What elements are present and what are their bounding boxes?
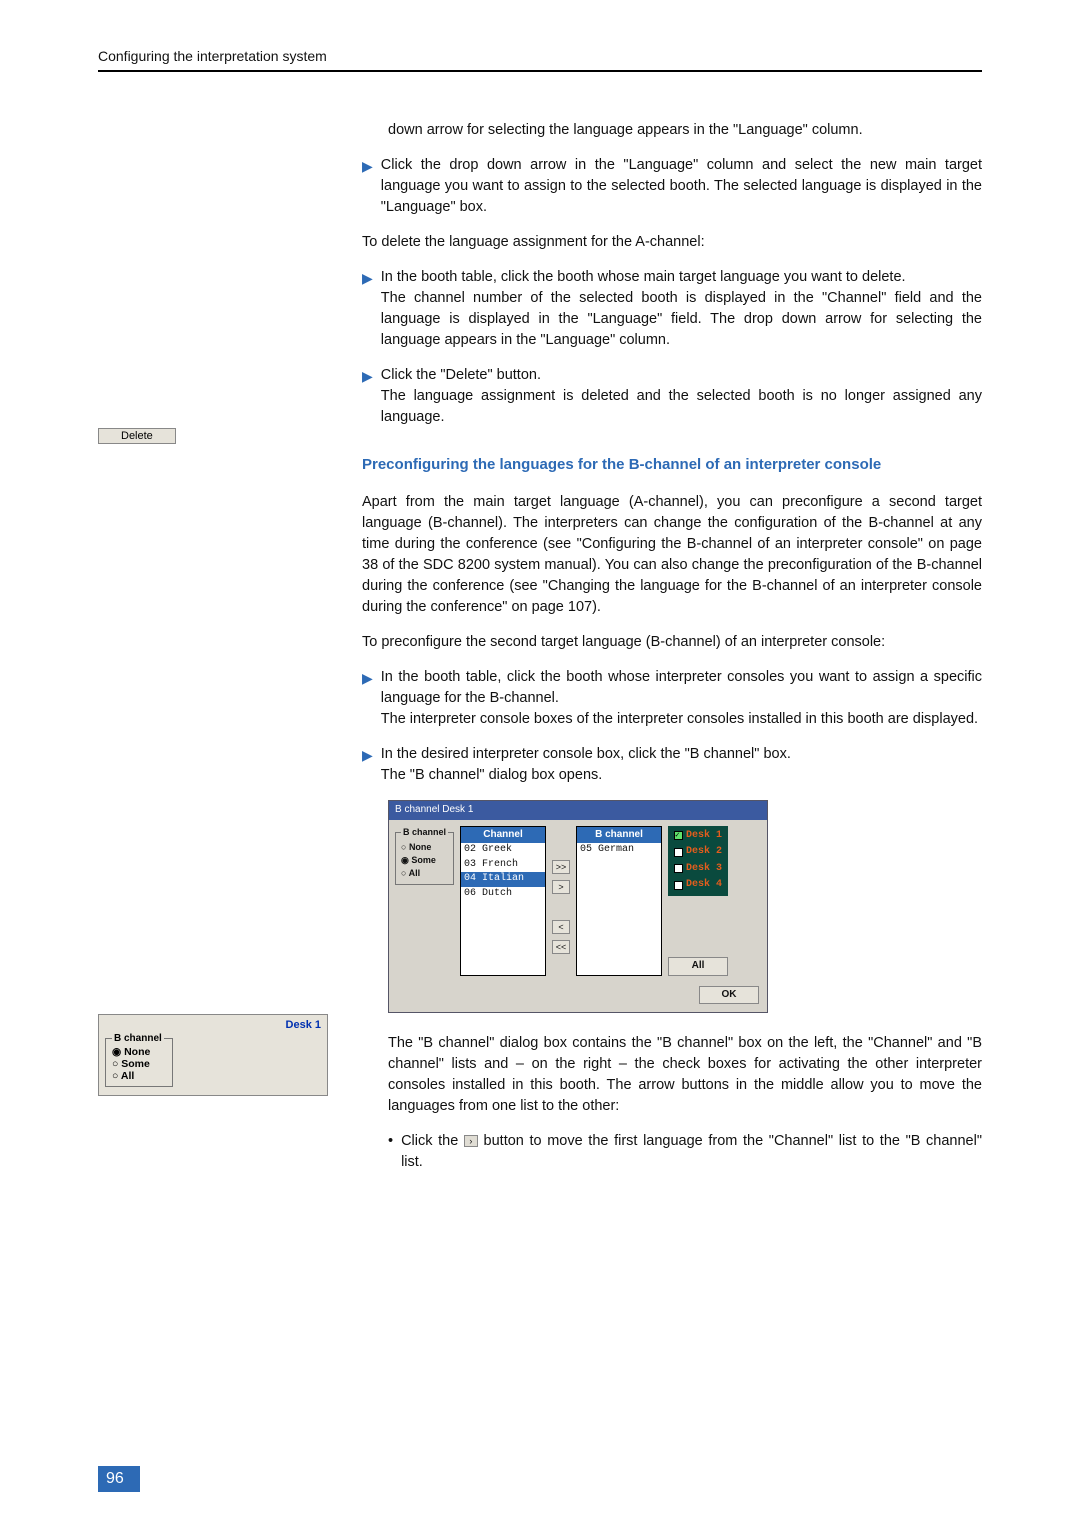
paragraph: To preconfigure the second target langua… <box>362 632 982 653</box>
delete-button-graphic: Delete <box>98 426 344 444</box>
list-item[interactable]: 03 French <box>461 858 545 873</box>
radio-none[interactable]: ◉ None <box>112 1046 166 1058</box>
step-text: In the desired interpreter console box, … <box>381 744 791 786</box>
bchannel-dialog: B channel Desk 1 B channel ○ None ◉ Some… <box>388 800 768 1013</box>
list-item[interactable]: 05 German <box>577 843 661 858</box>
bchannel-group-label: B channel <box>112 1033 164 1044</box>
all-button[interactable]: All <box>668 957 728 976</box>
step-text: Click the drop down arrow in the "Langua… <box>381 155 982 218</box>
bullet-text: Click the › button to move the first lan… <box>401 1131 982 1173</box>
step-text: In the booth table, click the booth whos… <box>381 267 982 351</box>
step-arrow-icon: ▶ <box>362 156 373 218</box>
bchannel-margin-box: Desk 1 B channel ◉ None ○ Some ○ All <box>98 1014 328 1096</box>
channel-list-header: Channel <box>461 827 545 844</box>
dialog-bchannel-group: B channel ○ None ◉ Some ○ All <box>395 826 454 885</box>
move-right-button[interactable]: > <box>552 880 570 894</box>
dialog-radio-none[interactable]: ○ None <box>401 841 448 854</box>
step-arrow-icon: ▶ <box>362 366 373 428</box>
list-item[interactable]: 06 Dutch <box>461 887 545 902</box>
channel-listbox[interactable]: Channel 02 Greek 03 French 04 Italian 06… <box>460 826 546 976</box>
page-number: 96 <box>98 1466 140 1492</box>
main-text-column: down arrow for selecting the language ap… <box>362 120 982 1187</box>
radio-all[interactable]: ○ All <box>112 1070 166 1082</box>
subheading: Preconfiguring the languages for the B-c… <box>362 454 982 476</box>
radio-some[interactable]: ○ Some <box>112 1058 166 1070</box>
left-margin-column: Delete Desk 1 B channel ◉ None ○ Some ○ … <box>98 120 344 1187</box>
paragraph: The "B channel" dialog box contains the … <box>362 1033 982 1117</box>
list-item[interactable]: 02 Greek <box>461 843 545 858</box>
paragraph: To delete the language assignment for th… <box>362 232 982 253</box>
dialog-group-label: B channel <box>401 826 448 839</box>
step-arrow-icon: ▶ <box>362 668 373 730</box>
dialog-radio-all[interactable]: ○ All <box>401 867 448 880</box>
page-header: Configuring the interpretation system <box>98 48 982 72</box>
move-all-left-button[interactable]: << <box>552 940 570 954</box>
move-right-icon: › <box>464 1135 478 1147</box>
ok-button[interactable]: OK <box>699 986 759 1005</box>
step-arrow-icon: ▶ <box>362 745 373 786</box>
paragraph: Apart from the main target language (A-c… <box>362 492 982 618</box>
step-text: Click the "Delete" button. The language … <box>381 365 982 428</box>
bullet-icon: • <box>388 1131 393 1173</box>
move-left-button[interactable]: < <box>552 920 570 934</box>
desk-3-checkbox[interactable]: Desk 3 <box>671 862 725 877</box>
desk-label: Desk 1 <box>286 1019 321 1031</box>
desk-2-checkbox[interactable]: Desk 2 <box>671 845 725 860</box>
delete-button[interactable]: Delete <box>98 428 176 444</box>
move-all-right-button[interactable]: >> <box>552 860 570 874</box>
dialog-titlebar: B channel Desk 1 <box>389 801 767 820</box>
list-item[interactable]: 04 Italian <box>461 872 545 887</box>
dialog-radio-some[interactable]: ◉ Some <box>401 854 448 867</box>
bchannel-listbox[interactable]: B channel 05 German <box>576 826 662 976</box>
step-arrow-icon: ▶ <box>362 268 373 351</box>
desk-4-checkbox[interactable]: Desk 4 <box>671 878 725 893</box>
step-text: In the booth table, click the booth whos… <box>381 667 982 730</box>
desk-checkbox-panel: Desk 1 Desk 2 Desk 3 Desk 4 <box>668 826 728 896</box>
desk-1-checkbox[interactable]: Desk 1 <box>671 829 725 844</box>
bchannel-list-header: B channel <box>577 827 661 844</box>
paragraph: down arrow for selecting the language ap… <box>362 120 982 141</box>
